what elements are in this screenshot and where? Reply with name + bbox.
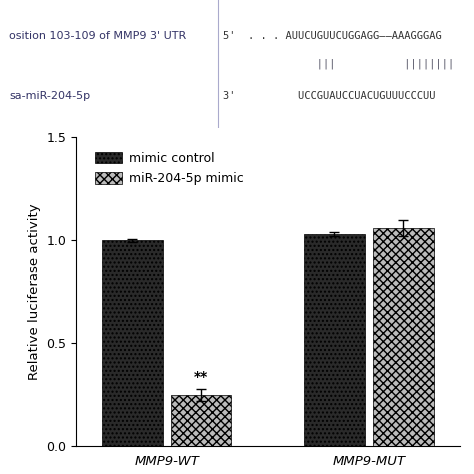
Y-axis label: Relative luciferase activity: Relative luciferase activity <box>27 203 41 380</box>
Text: 5'  . . . AUUCUGUUCUGGAGG——AAAGGGAG: 5' . . . AUUCUGUUCUGGAGG——AAAGGGAG <box>223 31 441 41</box>
Text: sa-miR-204-5p: sa-miR-204-5p <box>9 91 91 101</box>
Bar <box>102 240 163 446</box>
Legend: mimic control, miR-204-5p mimic: mimic control, miR-204-5p mimic <box>90 147 248 190</box>
Bar <box>373 228 434 446</box>
Text: 3'          UCCGUAUCCUACUGUUUCCCUU: 3' UCCGUAUCCUACUGUUUCCCUU <box>223 91 435 101</box>
Text: |||           ||||||||: ||| |||||||| <box>223 59 454 69</box>
Text: osition 103-109 of MMP9 3' UTR: osition 103-109 of MMP9 3' UTR <box>9 31 187 41</box>
Text: **: ** <box>194 370 208 384</box>
Bar <box>304 234 365 446</box>
Bar <box>171 395 231 446</box>
